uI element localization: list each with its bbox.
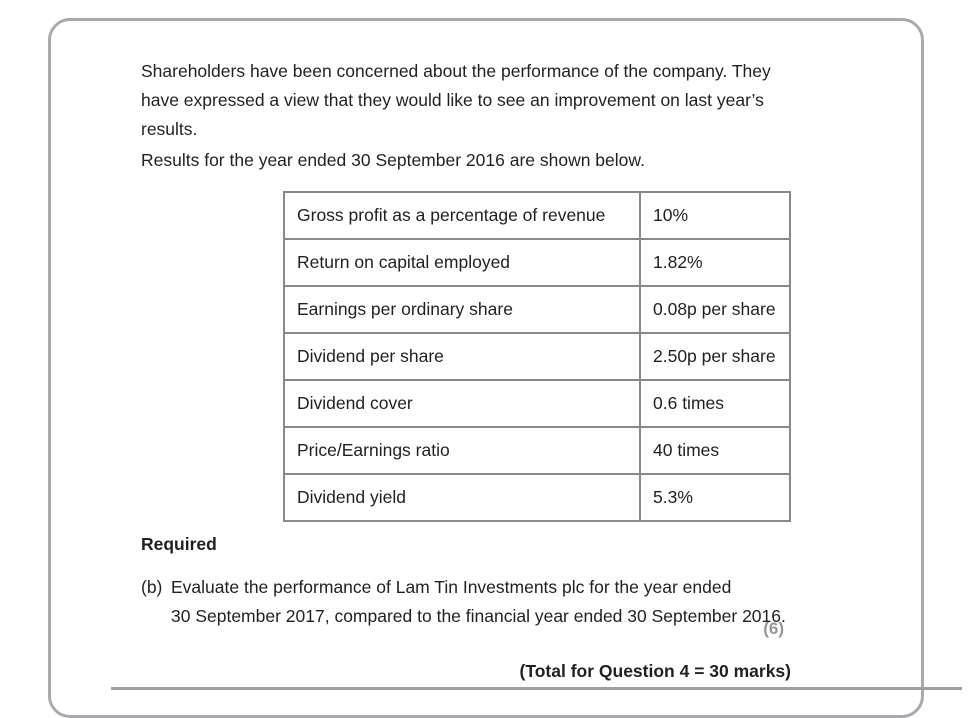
table-row: Earnings per ordinary share 0.08p per sh… <box>283 285 791 334</box>
ratio-label: Price/Earnings ratio <box>283 426 641 475</box>
ratio-label: Earnings per ordinary share <box>283 285 641 334</box>
ratio-value: 2.50p per share <box>639 332 791 381</box>
part-b-label: (b) <box>141 577 163 597</box>
ratio-label: Return on capital employed <box>283 238 641 287</box>
ratio-value: 1.82% <box>639 238 791 287</box>
intro-paragraph: Shareholders have been concerned about t… <box>141 57 861 144</box>
ratio-label: Dividend yield <box>283 473 641 522</box>
intro-line-3: results. <box>141 119 198 139</box>
total-marks-line: (Total for Question 4 = 30 marks) <box>519 661 791 681</box>
intro-line-2: have expressed a view that they would li… <box>141 90 764 110</box>
ratio-value: 0.08p per share <box>639 285 791 334</box>
intro-line-1: Shareholders have been concerned about t… <box>141 61 771 81</box>
divider-line <box>111 687 962 690</box>
table-row: Gross profit as a percentage of revenue … <box>283 191 791 240</box>
part-b-text: Evaluate the performance of Lam Tin Inve… <box>171 573 786 631</box>
question-frame: Shareholders have been concerned about t… <box>48 18 962 718</box>
required-heading: Required <box>141 534 217 554</box>
table-row: Dividend per share 2.50p per share <box>283 332 791 381</box>
ratios-table: Gross profit as a percentage of revenue … <box>283 191 791 522</box>
table-row: Dividend yield 5.3% <box>283 473 791 522</box>
ratio-value: 5.3% <box>639 473 791 522</box>
part-b-line-1: Evaluate the performance of Lam Tin Inve… <box>171 577 732 597</box>
ratio-label: Gross profit as a percentage of revenue <box>283 191 641 240</box>
ratio-label: Dividend cover <box>283 379 641 428</box>
marks-badge: (6) <box>763 619 784 638</box>
ratio-value: 0.6 times <box>639 379 791 428</box>
question-part-b: (b) Evaluate the performance of Lam Tin … <box>141 573 786 631</box>
part-b-line-2: 30 September 2017, compared to the finan… <box>171 606 786 626</box>
table-row: Price/Earnings ratio 40 times <box>283 426 791 475</box>
results-intro-paragraph: Results for the year ended 30 September … <box>141 150 645 170</box>
table-row: Return on capital employed 1.82% <box>283 238 791 287</box>
ratio-label: Dividend per share <box>283 332 641 381</box>
table-row: Dividend cover 0.6 times <box>283 379 791 428</box>
ratio-value: 10% <box>639 191 791 240</box>
ratio-value: 40 times <box>639 426 791 475</box>
